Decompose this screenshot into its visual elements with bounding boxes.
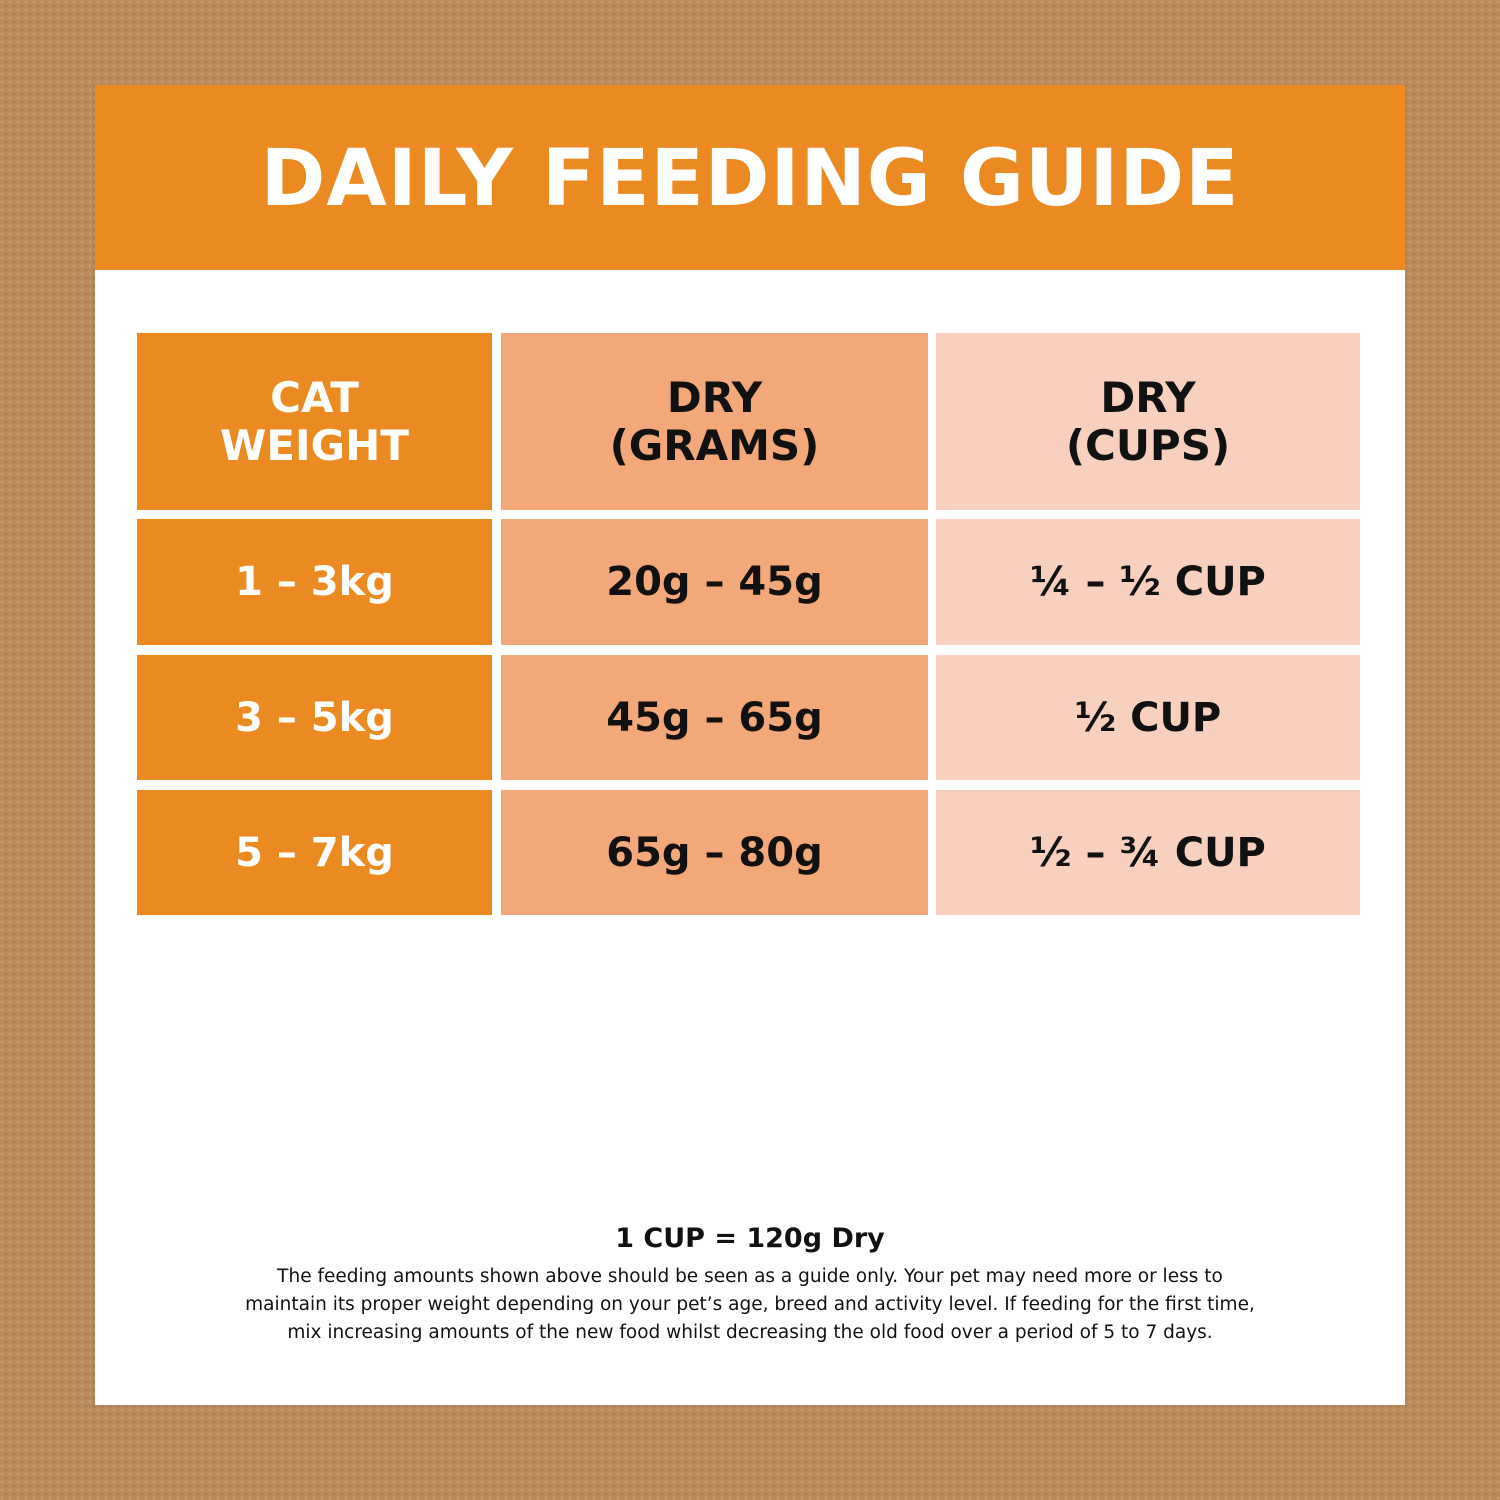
conversion: 1 CUP = 120g Dry (615, 1223, 885, 1254)
table-cell: ½ CUP (936, 655, 1360, 780)
header-cell: DRY (CUPS) (936, 333, 1360, 510)
table-cell: ¼ – ½ CUP (936, 519, 1360, 645)
table-cell: ½ – ¾ CUP (936, 790, 1360, 915)
header-cell: CAT WEIGHT (137, 333, 492, 510)
table-cell: 45g – 65g (501, 655, 928, 780)
table-cell: 20g – 45g (501, 519, 928, 645)
note-line: maintain its proper weight depending on … (245, 1294, 1255, 1315)
header-text: DRY (666, 372, 763, 422)
header-text: (CUPS) (1065, 420, 1231, 470)
note-line: mix increasing amounts of the new food w… (287, 1322, 1213, 1343)
header-cell: DRY (GRAMS) (501, 333, 928, 510)
table-cell: 1 – 3kg (137, 519, 492, 645)
header-text: CAT (270, 372, 359, 422)
card: DAILY FEEDING GUIDE CAT WEIGHT DRY (GRAMS) D… (95, 85, 1405, 1405)
header-text: (GRAMS) (609, 420, 820, 470)
note: The feeding amounts shown above should b… (95, 1263, 1405, 1347)
banner: DAILY FEEDING GUIDE (95, 85, 1405, 270)
table-cell: 3 – 5kg (137, 655, 492, 780)
title: DAILY FEEDING GUIDE (260, 133, 1240, 224)
note-line: The feeding amounts shown above should b… (277, 1266, 1223, 1287)
table-cell: 65g – 80g (501, 790, 928, 915)
table-cell: 5 – 7kg (137, 790, 492, 915)
header-text: WEIGHT (220, 420, 409, 470)
header-text: DRY (1100, 372, 1196, 422)
